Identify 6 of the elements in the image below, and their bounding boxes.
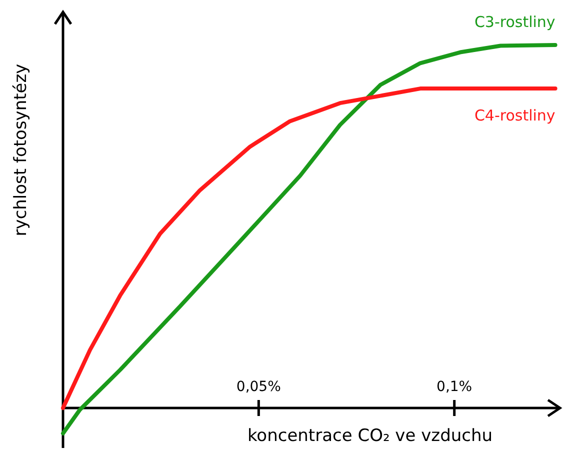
- y-axis-title: rychlost fotosyntézy: [11, 64, 31, 236]
- series-label: C4-rostliny: [474, 106, 556, 125]
- x-tick-label: 0,05%: [236, 379, 281, 395]
- series-label: C3-rostliny: [474, 13, 556, 31]
- x-axis-title: koncentrace CO₂ ve vzduchu: [247, 426, 493, 446]
- x-tick-label: 0,1%: [436, 379, 472, 395]
